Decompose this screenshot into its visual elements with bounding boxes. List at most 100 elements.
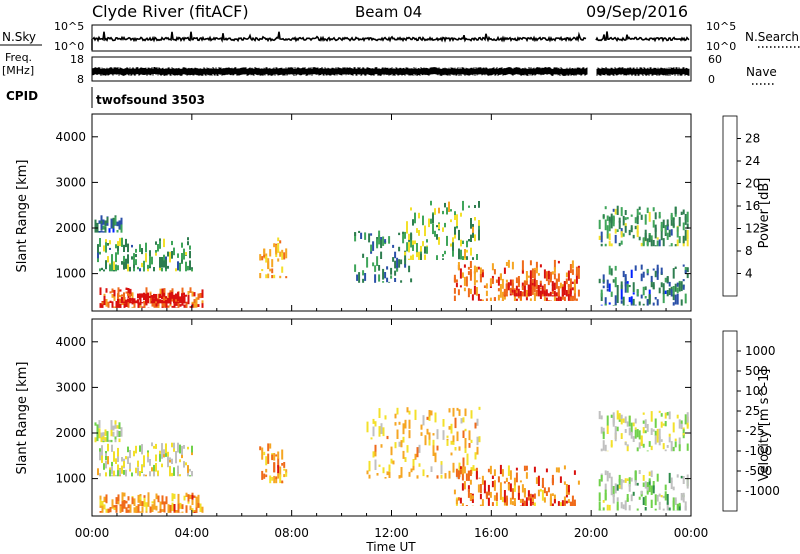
heatmap-cell xyxy=(452,237,454,245)
heatmap-cell xyxy=(432,439,435,449)
heatmap-cell xyxy=(640,242,643,247)
heatmap-cell xyxy=(474,217,476,221)
heatmap-cell xyxy=(658,436,661,446)
heatmap-cell xyxy=(670,214,673,226)
heatmap-cell xyxy=(187,291,190,301)
heatmap-cell xyxy=(519,291,522,297)
heatmap-region xyxy=(354,230,413,283)
heatmap-cell xyxy=(388,236,391,244)
heatmap-cell xyxy=(636,289,639,297)
heatmap-cell xyxy=(616,484,619,491)
heatmap-cell xyxy=(372,262,375,267)
heatmap-cell xyxy=(622,270,625,278)
heatmap-cell xyxy=(279,474,282,484)
heatmap-cell xyxy=(676,226,679,238)
heatmap-cell xyxy=(388,281,391,283)
heatmap-cell xyxy=(472,230,474,238)
heatmap-cell xyxy=(125,500,128,504)
heatmap-cell xyxy=(523,288,526,297)
heatmap-cell xyxy=(119,298,121,304)
heatmap-cell xyxy=(495,498,498,502)
heatmap-cell xyxy=(112,425,115,431)
heatmap-cell xyxy=(610,291,613,297)
heatmap-cell xyxy=(682,429,685,436)
heatmap-cell xyxy=(436,225,438,228)
heatmap-cell xyxy=(598,235,601,240)
heatmap-cell xyxy=(101,267,103,271)
heatmap-cell xyxy=(127,446,129,453)
heatmap-region xyxy=(94,420,123,443)
y-tick-label: 4000 xyxy=(55,130,86,144)
heatmap-cell xyxy=(100,432,103,438)
heatmap-region xyxy=(117,291,187,304)
heatmap-cell xyxy=(622,479,625,483)
heatmap-cell xyxy=(436,445,439,451)
velocity-colorbar-label: Velocity [m s^-1] xyxy=(757,369,772,482)
heatmap-cell xyxy=(191,499,194,505)
heatmap-cell xyxy=(662,443,665,450)
heatmap-cell xyxy=(408,265,411,273)
heatmap-cell xyxy=(121,241,123,247)
heatmap-cell xyxy=(99,511,102,513)
heatmap-cell xyxy=(618,217,621,223)
heatmap-cell xyxy=(187,494,190,502)
heatmap-cell xyxy=(660,225,663,232)
heatmap-cell xyxy=(113,269,115,272)
heatmap-cell xyxy=(139,511,142,513)
heatmap-cell xyxy=(485,298,488,301)
heatmap-cell xyxy=(370,233,373,236)
heatmap-cell xyxy=(600,304,603,306)
heatmap-cell xyxy=(634,429,637,439)
heatmap-cell xyxy=(177,261,179,271)
date-title: 09/Sep/2016 xyxy=(586,2,688,21)
heatmap-cell xyxy=(362,270,365,276)
heatmap-cell xyxy=(358,230,361,233)
heatmap-cell xyxy=(107,243,109,246)
heatmap-cell xyxy=(113,289,116,301)
heatmap-cell xyxy=(571,287,574,291)
heatmap-cell xyxy=(454,226,456,235)
heatmap-cell xyxy=(505,279,508,283)
heatmap-cell xyxy=(185,301,188,307)
heatmap-cell xyxy=(531,278,534,287)
heatmap-cell xyxy=(430,466,433,472)
heatmap-cell xyxy=(525,472,528,479)
heatmap-cell xyxy=(143,474,145,477)
y-tick-label: 3000 xyxy=(55,175,86,189)
heatmap-cell xyxy=(517,485,520,497)
heatmap-cell xyxy=(398,232,401,236)
heatmap-cell xyxy=(149,256,151,267)
heatmap-cell xyxy=(410,278,413,283)
heatmap-cell xyxy=(545,271,548,282)
heatmap-cell xyxy=(682,476,685,484)
heatmap-cell xyxy=(125,287,128,290)
heatmap-cell xyxy=(658,215,661,219)
noise-axis-right-bottom: 10^0 xyxy=(706,40,736,53)
heatmap-cell xyxy=(606,288,609,292)
heatmap-cell xyxy=(672,294,675,301)
heatmap-cell xyxy=(559,502,562,506)
heatmap-cell xyxy=(404,264,407,268)
heatmap-cell xyxy=(569,501,572,506)
heatmap-cell xyxy=(394,251,397,259)
heatmap-cell xyxy=(97,255,99,263)
heatmap-cell xyxy=(104,220,107,226)
heatmap-cell xyxy=(571,495,574,506)
heatmap-cell xyxy=(636,208,639,220)
heatmap-cell xyxy=(465,505,468,506)
heatmap-cell xyxy=(519,505,522,506)
heatmap-cell xyxy=(382,427,385,437)
heatmap-cell xyxy=(650,487,653,495)
heatmap-cell xyxy=(666,290,669,297)
heatmap-cell xyxy=(460,212,462,217)
heatmap-cell xyxy=(412,462,415,471)
heatmap-cell xyxy=(396,265,399,271)
heatmap-cell xyxy=(159,257,161,268)
heatmap-cell xyxy=(153,293,155,299)
heatmap-cell xyxy=(402,423,405,435)
heatmap-cell xyxy=(151,501,154,504)
heatmap-cell xyxy=(283,252,286,260)
heatmap-cell xyxy=(392,460,395,465)
